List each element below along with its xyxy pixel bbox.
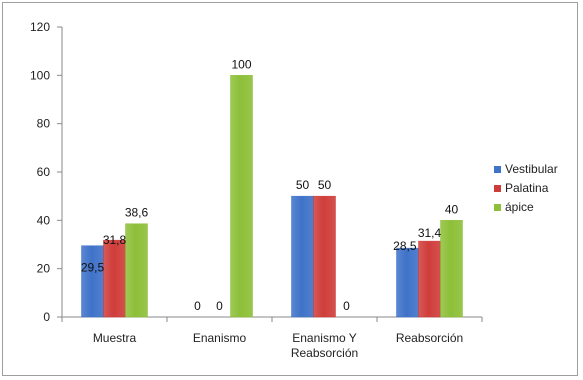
y-tick-label: 40 [37, 213, 51, 227]
bar-vestibular [291, 195, 314, 318]
legend-label: Vestibular [505, 162, 558, 176]
bar-vestibular [396, 247, 419, 318]
data-label: 40 [445, 202, 459, 216]
bar-ápice [230, 75, 253, 318]
data-label: 29,5 [81, 261, 105, 275]
y-tick-label: 120 [30, 20, 50, 34]
bar-ápice [440, 220, 463, 318]
legend-label: Palatina [505, 181, 549, 195]
legend-swatch [494, 185, 501, 192]
bars-group [81, 75, 463, 318]
data-label: 100 [231, 57, 251, 71]
data-labels: 29,5 0 50 28,5 31,8 0 50 31,4 38,6 100 0 40 [81, 57, 459, 313]
data-label: 50 [296, 178, 310, 192]
data-label: 50 [318, 178, 332, 192]
y-tick-label: 20 [37, 262, 51, 276]
bar-vestibular [81, 245, 104, 318]
x-category-label: Muestra [93, 331, 137, 345]
bar-palatina [418, 240, 441, 318]
y-tick-label: 100 [30, 68, 50, 82]
y-tick-label: 0 [43, 310, 50, 324]
data-label: 28,5 [393, 239, 417, 253]
x-category-label: Enanismo [193, 331, 247, 345]
chart-legend: Vestibular Palatina ápice [494, 162, 558, 214]
x-category-label: Reabsorción [291, 346, 358, 360]
legend-swatch [494, 204, 501, 211]
x-category-label: Enanismo Y [292, 331, 356, 345]
data-label: 0 [216, 299, 223, 313]
data-label: 31,4 [418, 226, 442, 240]
data-label: 0 [194, 299, 201, 313]
bar-ápice [125, 223, 148, 318]
data-label: 38,6 [125, 206, 149, 220]
legend-swatch [494, 166, 501, 173]
y-tick-label: 80 [37, 117, 51, 131]
bar-palatina [313, 195, 336, 318]
x-category-label: Reabsorción [396, 331, 463, 345]
data-label: 31,8 [103, 233, 127, 247]
y-tick-label: 60 [37, 165, 51, 179]
bar-palatina [103, 239, 126, 318]
legend-label: ápice [505, 200, 534, 214]
data-label: 0 [343, 299, 350, 313]
